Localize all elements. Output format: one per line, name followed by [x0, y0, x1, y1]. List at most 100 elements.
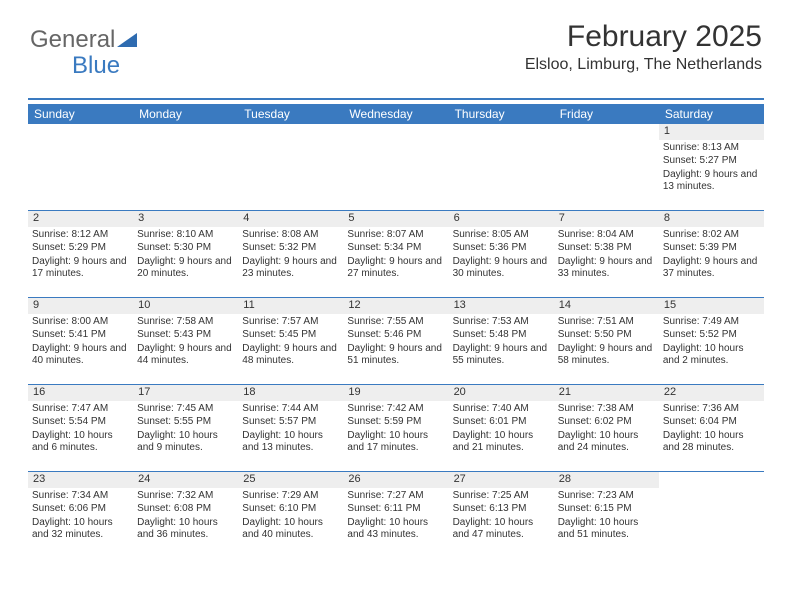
day-cell: 28 Sunrise: 7:23 AMSunset: 6:15 PMDayligh…	[554, 472, 659, 558]
day-number: 14	[554, 298, 659, 314]
sunrise-text: Sunrise: 7:58 AM	[137, 316, 234, 329]
day-cell: 6Sunrise: 8:05 AMSunset: 5:36 PMDaylight…	[449, 211, 554, 297]
daylight-text: Daylight: 9 hours and 13 minutes.	[663, 169, 760, 194]
sunset-text: Sunset: 5:39 PM	[663, 242, 760, 255]
daylight-text: Daylight: 10 hours and 43 minutes.	[347, 517, 444, 542]
day-cell: 2 Sunrise: 8:12 AMSunset: 5:29 PMDaylight…	[28, 211, 133, 297]
day-number: 17	[133, 385, 238, 401]
day-cell: 22Sunrise: 7:36 AMSunset: 6:04 PMDayligh…	[659, 385, 764, 471]
day-number: 27	[449, 472, 554, 488]
brand-part1: General	[30, 26, 115, 54]
sunrise-text: Sunrise: 8:04 AM	[558, 229, 655, 242]
day-number: 22	[659, 385, 764, 401]
sunset-text: Sunset: 6:08 PM	[137, 503, 234, 516]
sunrise-text: Sunrise: 7:49 AM	[663, 316, 760, 329]
daylight-text: Daylight: 9 hours and 23 minutes.	[242, 256, 339, 281]
day-cell: 12Sunrise: 7:55 AMSunset: 5:46 PMDayligh…	[343, 298, 448, 384]
daylight-text: Daylight: 10 hours and 32 minutes.	[32, 517, 129, 542]
daylight-text: Daylight: 9 hours and 55 minutes.	[453, 343, 550, 368]
empty-cell	[133, 124, 238, 210]
sunset-text: Sunset: 5:41 PM	[32, 329, 129, 342]
daylight-text: Daylight: 9 hours and 44 minutes.	[137, 343, 234, 368]
empty-cell	[554, 124, 659, 210]
daylight-text: Daylight: 9 hours and 33 minutes.	[558, 256, 655, 281]
daylight-text: Daylight: 10 hours and 9 minutes.	[137, 430, 234, 455]
header-rule	[28, 98, 764, 100]
day-number: 16	[28, 385, 133, 401]
daylight-text: Daylight: 9 hours and 27 minutes.	[347, 256, 444, 281]
day-number: 24	[133, 472, 238, 488]
sunrise-text: Sunrise: 8:10 AM	[137, 229, 234, 242]
day-cell: 26Sunrise: 7:27 AMSunset: 6:11 PMDayligh…	[343, 472, 448, 558]
location-text: Elsloo, Limburg, The Netherlands	[30, 56, 762, 74]
day-number: 5	[343, 211, 448, 227]
day-header: Saturday	[659, 104, 764, 124]
sunset-text: Sunset: 5:55 PM	[137, 416, 234, 429]
day-number: 2	[28, 211, 133, 227]
day-number: 8	[659, 211, 764, 227]
calendar-grid: SundayMondayTuesdayWednesdayThursdayFrid…	[28, 104, 764, 558]
day-cell: 20Sunrise: 7:40 AMSunset: 6:01 PMDayligh…	[449, 385, 554, 471]
day-number: 7	[554, 211, 659, 227]
week-row: 2Sunrise: 8:12 AMSunset: 5:29 PMDaylight…	[28, 210, 764, 297]
sunrise-text: Sunrise: 8:12 AM	[32, 229, 129, 242]
day-cell: 7Sunrise: 8:04 AMSunset: 5:38 PMDaylight…	[554, 211, 659, 297]
day-number: 4	[238, 211, 343, 227]
sunset-text: Sunset: 5:34 PM	[347, 242, 444, 255]
sunset-text: Sunset: 6:06 PM	[32, 503, 129, 516]
day-number: 11	[238, 298, 343, 314]
header: General Blue February 2025 Elsloo, Limbu…	[0, 0, 792, 100]
day-cell: 15Sunrise: 7:49 AMSunset: 5:52 PMDayligh…	[659, 298, 764, 384]
day-cell: 3Sunrise: 8:10 AMSunset: 5:30 PMDaylight…	[133, 211, 238, 297]
day-cell: 11Sunrise: 7:57 AMSunset: 5:45 PMDayligh…	[238, 298, 343, 384]
day-cell: 25 Sunrise: 7:29 AMSunset: 6:10 PMDayligh…	[238, 472, 343, 558]
weeks-container: 1Sunrise: 8:13 AMSunset: 5:27 PMDaylight…	[28, 124, 764, 558]
daylight-text: Daylight: 10 hours and 47 minutes.	[453, 517, 550, 542]
daylight-text: Daylight: 10 hours and 40 minutes.	[242, 517, 339, 542]
sunset-text: Sunset: 6:01 PM	[453, 416, 550, 429]
daylight-text: Daylight: 9 hours and 58 minutes.	[558, 343, 655, 368]
day-cell: 21Sunrise: 7:38 AMSunset: 6:02 PMDayligh…	[554, 385, 659, 471]
sunset-text: Sunset: 5:52 PM	[663, 329, 760, 342]
day-number: 28	[554, 472, 659, 488]
day-header: Monday	[133, 104, 238, 124]
sunrise-text: Sunrise: 7:34 AM	[32, 490, 129, 503]
day-number: 9	[28, 298, 133, 314]
empty-cell	[659, 472, 764, 558]
sunset-text: Sunset: 5:46 PM	[347, 329, 444, 342]
sunset-text: Sunset: 6:04 PM	[663, 416, 760, 429]
sunrise-text: Sunrise: 7:27 AM	[347, 490, 444, 503]
daylight-text: Daylight: 10 hours and 21 minutes.	[453, 430, 550, 455]
day-cell: 23Sunrise: 7:34 AMSunset: 6:06 PMDayligh…	[28, 472, 133, 558]
sunset-text: Sunset: 5:50 PM	[558, 329, 655, 342]
day-number: 20	[449, 385, 554, 401]
day-cell: 14 Sunrise: 7:51 AMSunset: 5:50 PMDayligh…	[554, 298, 659, 384]
day-cell: 19Sunrise: 7:42 AMSunset: 5:59 PMDayligh…	[343, 385, 448, 471]
sunrise-text: Sunrise: 7:29 AM	[242, 490, 339, 503]
daylight-text: Daylight: 10 hours and 24 minutes.	[558, 430, 655, 455]
sunrise-text: Sunrise: 7:51 AM	[558, 316, 655, 329]
day-cell: 9Sunrise: 8:00 AMSunset: 5:41 PMDaylight…	[28, 298, 133, 384]
sunrise-text: Sunrise: 7:42 AM	[347, 403, 444, 416]
sunset-text: Sunset: 5:57 PM	[242, 416, 339, 429]
sunrise-text: Sunrise: 7:47 AM	[32, 403, 129, 416]
sunrise-text: Sunrise: 7:45 AM	[137, 403, 234, 416]
sunrise-text: Sunrise: 7:23 AM	[558, 490, 655, 503]
brand-part2: Blue	[72, 52, 120, 80]
daylight-text: Daylight: 10 hours and 17 minutes.	[347, 430, 444, 455]
day-number: 25	[238, 472, 343, 488]
day-header: Thursday	[449, 104, 554, 124]
day-cell: 24Sunrise: 7:32 AMSunset: 6:08 PMDayligh…	[133, 472, 238, 558]
daylight-text: Daylight: 9 hours and 17 minutes.	[32, 256, 129, 281]
sunset-text: Sunset: 6:02 PM	[558, 416, 655, 429]
empty-cell	[343, 124, 448, 210]
sunrise-text: Sunrise: 7:25 AM	[453, 490, 550, 503]
sunset-text: Sunset: 5:29 PM	[32, 242, 129, 255]
sunset-text: Sunset: 6:10 PM	[242, 503, 339, 516]
day-number: 13	[449, 298, 554, 314]
week-row: 1Sunrise: 8:13 AMSunset: 5:27 PMDaylight…	[28, 124, 764, 210]
sunset-text: Sunset: 6:15 PM	[558, 503, 655, 516]
daylight-text: Daylight: 10 hours and 51 minutes.	[558, 517, 655, 542]
day-number: 18	[238, 385, 343, 401]
brand-logo: General Blue	[30, 26, 137, 54]
